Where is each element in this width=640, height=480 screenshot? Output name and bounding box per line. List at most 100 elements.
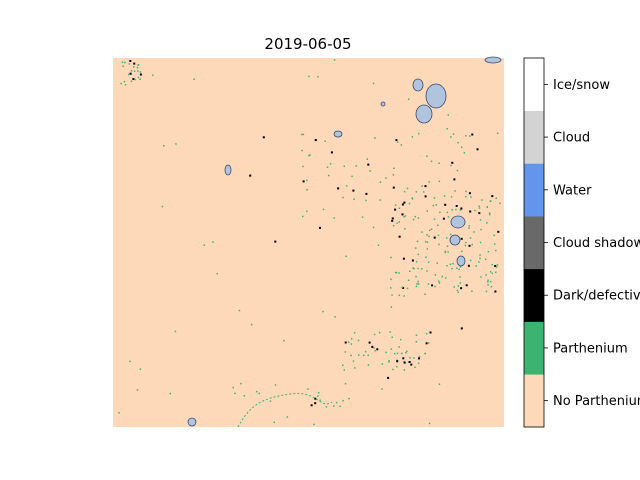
parthenium-pixel [415, 275, 417, 278]
dark-pixel [494, 290, 497, 293]
dark-pixel [129, 60, 132, 62]
parthenium-pixel [367, 354, 369, 357]
cloud-patch [425, 83, 447, 109]
parthenium-pixel [367, 364, 370, 366]
parthenium-pixel [454, 190, 456, 192]
parthenium-pixel [487, 279, 489, 281]
parthenium-pixel [447, 251, 449, 253]
parthenium-pixel [372, 82, 375, 85]
parthenium-pixel [169, 392, 171, 395]
parthenium-pixel [473, 231, 475, 233]
parthenium-pixel [342, 364, 344, 366]
cloud-patch [224, 164, 232, 176]
parthenium-pixel [137, 70, 139, 72]
parthenium-pixel [443, 195, 446, 197]
colorbar-segment [524, 321, 544, 375]
parthenium-pixel [238, 309, 241, 312]
parthenium-pixel [468, 227, 470, 229]
cloud-patch [415, 104, 433, 124]
parthenium-pixel [130, 80, 133, 82]
parthenium-pixel [415, 341, 418, 343]
parthenium-pixel [451, 267, 453, 270]
dark-pixel [403, 361, 406, 364]
parthenium-pixel [398, 346, 400, 348]
parthenium-pixel [471, 290, 473, 292]
dark-pixel [402, 286, 405, 289]
parthenium-pixel [362, 354, 365, 357]
dark-pixel [460, 287, 463, 290]
dark-pixel [129, 72, 132, 75]
parthenium-pixel [128, 63, 131, 65]
parthenium-pixel [385, 351, 387, 354]
dark-pixel [460, 207, 463, 210]
dark-pixel [330, 151, 333, 154]
dark-pixel [314, 397, 317, 400]
parthenium-pixel [343, 369, 345, 371]
dark-pixel [344, 341, 347, 344]
colorbar-segment [524, 163, 544, 217]
parthenium-pixel [490, 286, 493, 288]
parthenium-pixel [122, 65, 124, 67]
parthenium-pixel [452, 133, 455, 135]
cloud-patch [450, 215, 466, 229]
parthenium-pixel [283, 339, 285, 342]
parthenium-pixel [163, 145, 165, 147]
colorbar-segment [524, 216, 544, 270]
parthenium-pixel [434, 274, 437, 276]
parthenium-pixel [459, 209, 462, 211]
parthenium-pixel [444, 250, 447, 253]
parthenium-pixel [417, 283, 420, 285]
parthenium-pixel [415, 334, 418, 336]
parthenium-pixel [449, 263, 452, 265]
parthenium-pixel [381, 388, 383, 390]
parthenium-pixel [306, 210, 308, 212]
parthenium-pixel [269, 400, 272, 402]
parthenium-pixel [465, 241, 467, 244]
cloud-patch [484, 56, 502, 64]
parthenium-pixel [137, 64, 139, 66]
parthenium-pixel [203, 244, 205, 246]
cloud-patch [333, 130, 343, 138]
parthenium-pixel [232, 386, 234, 389]
parthenium-pixel [139, 78, 141, 80]
parthenium-pixel [433, 197, 436, 199]
parthenium-pixel [447, 216, 450, 218]
parthenium-pixel [377, 244, 380, 246]
dark-pixel [494, 265, 497, 267]
dark-pixel [403, 201, 406, 204]
parthenium-pixel [427, 283, 430, 285]
colorbar-segment [524, 58, 544, 112]
parthenium-pixel [426, 210, 428, 212]
parthenium-pixel [456, 289, 459, 292]
parthenium-pixel [424, 293, 426, 295]
parthenium-pixel [430, 228, 433, 230]
dark-pixel [455, 205, 458, 207]
parthenium-pixel [307, 388, 309, 390]
parthenium-pixel [439, 211, 441, 214]
parthenium-pixel [400, 338, 402, 341]
dark-pixel [133, 62, 136, 65]
dark-pixel [424, 195, 427, 198]
colorbar-segment [524, 110, 544, 164]
dark-pixel [411, 259, 414, 262]
parthenium-pixel [407, 279, 410, 281]
parthenium-pixel [357, 339, 360, 342]
parthenium-pixel [400, 144, 403, 146]
parthenium-pixel [469, 259, 472, 262]
dark-pixel [460, 237, 463, 240]
parthenium-pixel [339, 405, 341, 408]
parthenium-pixel [374, 137, 376, 139]
parthenium-pixel [487, 250, 490, 253]
dark-pixel [302, 180, 305, 183]
parthenium-pixel [301, 149, 303, 152]
parthenium-pixel [139, 71, 142, 73]
parthenium-pixel [120, 82, 122, 85]
parthenium-pixel [385, 177, 387, 179]
parthenium-pixel [471, 243, 473, 246]
parthenium-pixel [403, 190, 406, 193]
parthenium-pixel [403, 369, 406, 371]
parthenium-pixel [309, 154, 311, 156]
parthenium-pixel [379, 199, 381, 201]
parthenium-pixel [378, 331, 381, 334]
